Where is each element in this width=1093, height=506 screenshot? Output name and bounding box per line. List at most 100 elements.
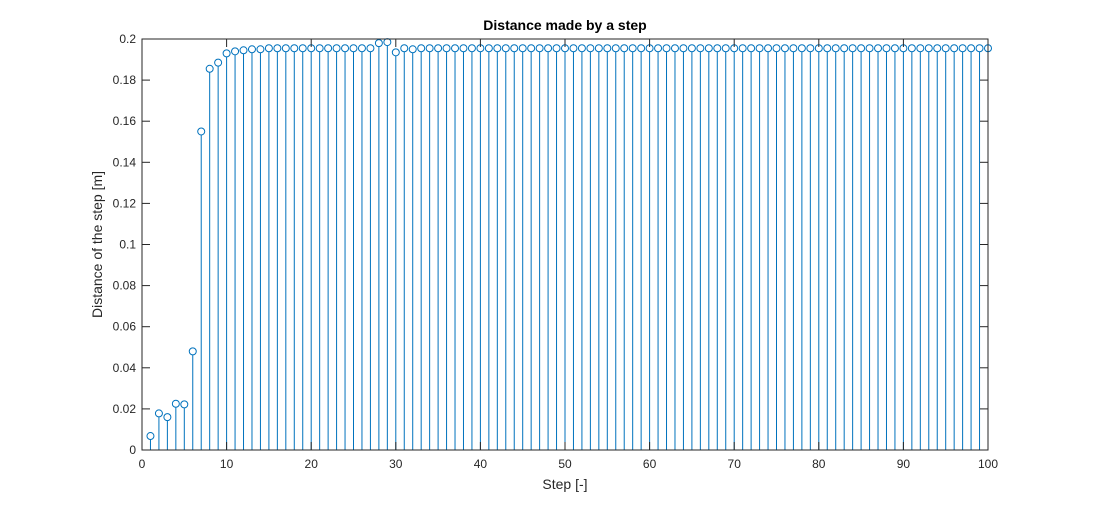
stem-marker: [315, 44, 324, 53]
stem-marker: [180, 400, 189, 409]
stem-marker: [738, 44, 747, 53]
x-tick-label: 100: [978, 457, 998, 471]
stem-marker: [281, 44, 290, 53]
stem-marker: [163, 413, 172, 422]
stem-marker: [341, 44, 350, 53]
stem-marker: [205, 64, 214, 73]
stem-marker: [721, 44, 730, 53]
stem-marker: [654, 44, 663, 53]
stem-marker: [662, 44, 671, 53]
stem-marker: [510, 44, 519, 53]
stem-marker: [290, 44, 299, 53]
stem-marker: [552, 44, 561, 53]
stem-marker: [696, 44, 705, 53]
x-tick-label: 10: [220, 457, 234, 471]
stem-marker: [797, 44, 806, 53]
stem-marker: [501, 44, 510, 53]
stem-marker: [264, 44, 273, 53]
stem-marker: [747, 44, 756, 53]
stem-marker: [247, 45, 256, 54]
stem-marker: [975, 44, 984, 53]
stem-marker: [704, 44, 713, 53]
stem-marker: [349, 44, 358, 53]
stem-marker: [603, 44, 612, 53]
stem-marker: [823, 44, 832, 53]
stem-marker: [434, 44, 443, 53]
stem-marker: [298, 44, 307, 53]
stem-marker: [848, 44, 857, 53]
y-tick-label: 0.14: [113, 155, 137, 169]
y-tick-label: 0.18: [113, 73, 137, 87]
stem-marker: [442, 44, 451, 53]
stem-marker: [780, 44, 789, 53]
stem-marker: [620, 44, 629, 53]
stem-marker: [890, 44, 899, 53]
stem-marker: [806, 44, 815, 53]
stem-marker: [171, 399, 180, 408]
stem-marker: [764, 44, 773, 53]
stem-marker: [924, 44, 933, 53]
stem-marker: [493, 44, 502, 53]
stem-marker: [865, 44, 874, 53]
stem-marker: [332, 44, 341, 53]
stem-marker: [544, 44, 553, 53]
stem-marker: [222, 49, 231, 58]
stem-marker: [772, 44, 781, 53]
stem-marker: [484, 44, 493, 53]
stem-marker: [154, 409, 163, 418]
x-axis: 0 10 20 30 40 50 60 70 80 90 100: [139, 39, 998, 471]
stem-marker: [146, 432, 155, 441]
stem-marker: [417, 44, 426, 53]
stem-marker: [882, 44, 891, 53]
stem-marker: [933, 44, 942, 53]
x-tick-label: 60: [643, 457, 657, 471]
stem-marker: [569, 44, 578, 53]
marker-group: [146, 38, 992, 441]
y-tick-label: 0.04: [113, 361, 137, 375]
x-tick-label: 40: [474, 457, 488, 471]
stem-marker: [273, 44, 282, 53]
stem-marker: [958, 44, 967, 53]
stem-marker: [831, 44, 840, 53]
stem-marker: [586, 44, 595, 53]
stem-marker: [256, 45, 265, 54]
stem-marker: [941, 44, 950, 53]
stem-marker: [679, 44, 688, 53]
x-axis-label: Step [-]: [542, 476, 587, 492]
stem-marker: [628, 44, 637, 53]
y-tick-label: 0.12: [113, 196, 137, 210]
stem-marker: [400, 44, 409, 53]
stem-marker: [188, 347, 197, 356]
x-tick-label: 70: [728, 457, 742, 471]
stem-marker: [611, 44, 620, 53]
stem-marker: [670, 44, 679, 53]
stem-marker: [535, 44, 544, 53]
x-tick-label: 0: [139, 457, 146, 471]
stem-marker: [324, 44, 333, 53]
stem-marker: [366, 44, 375, 53]
stem-marker: [231, 47, 240, 56]
stem-marker: [857, 44, 866, 53]
stem-marker: [637, 44, 646, 53]
stem-marker: [374, 39, 383, 48]
y-tick-label: 0.1: [119, 238, 136, 252]
stem-marker: [391, 48, 400, 57]
stem-marker: [967, 44, 976, 53]
x-tick-label: 20: [305, 457, 319, 471]
stem-marker: [408, 45, 417, 54]
stem-marker: [713, 44, 722, 53]
y-tick-label: 0.02: [113, 402, 137, 416]
y-axis-label: Distance of the step [m]: [89, 171, 105, 318]
stem-group: [149, 42, 989, 450]
stem-marker: [577, 44, 586, 53]
x-tick-label: 80: [812, 457, 826, 471]
y-axis: 0 0.02 0.04 0.06 0.08 0.1 0.12 0.14 0.16 0.18 0.2: [113, 32, 988, 457]
y-tick-label: 0.06: [113, 320, 137, 334]
stem-marker: [451, 44, 460, 53]
x-tick-label: 90: [897, 457, 911, 471]
stem-marker: [459, 44, 468, 53]
stem-marker: [907, 44, 916, 53]
x-tick-label: 50: [558, 457, 572, 471]
stem-marker: [687, 44, 696, 53]
